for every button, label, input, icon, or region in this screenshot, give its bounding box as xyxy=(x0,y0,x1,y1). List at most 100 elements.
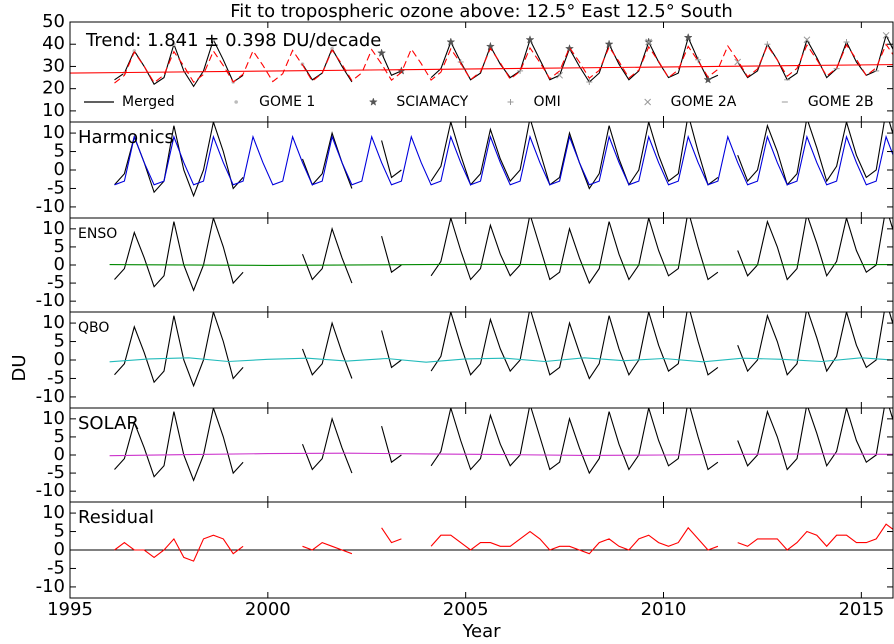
marker-dot xyxy=(211,37,216,42)
marker-star xyxy=(525,35,535,44)
y-tick-label: 20 xyxy=(42,78,65,99)
panel-label: SOLAR xyxy=(78,413,139,434)
marker xyxy=(683,32,693,42)
x-tick-label: 2000 xyxy=(245,599,291,620)
marker xyxy=(645,38,653,46)
marker-dot xyxy=(330,46,334,51)
legend-label: SCIAMACY xyxy=(396,94,468,110)
y-tick-label: 0 xyxy=(54,159,65,180)
series-line xyxy=(70,64,893,74)
marker-dot xyxy=(132,49,137,53)
marker xyxy=(132,49,137,53)
y-tick-label: 40 xyxy=(42,33,65,54)
panel-label: Harmonics xyxy=(78,127,174,148)
y-tick-label: -5 xyxy=(47,367,65,388)
marker-stroke xyxy=(882,31,890,39)
marker xyxy=(368,97,378,106)
y-tick-label: -10 xyxy=(36,290,65,311)
legend-label: GOME 1 xyxy=(259,94,315,110)
y-tick-label: 0 xyxy=(54,349,65,370)
marker xyxy=(556,71,563,79)
marker xyxy=(882,31,890,39)
plot-layer xyxy=(109,408,893,482)
x-tick-label: 2015 xyxy=(838,599,884,620)
y-tick-label: 5 xyxy=(54,331,65,352)
marker xyxy=(446,37,456,46)
plot-layer xyxy=(109,312,893,388)
marker-stroke xyxy=(644,98,652,106)
marker xyxy=(644,98,652,106)
y-tick-label: 10 xyxy=(42,218,65,239)
plot-layer xyxy=(109,218,893,292)
y-tick-label: -5 xyxy=(47,462,65,483)
marker-star xyxy=(703,75,713,84)
marker-star xyxy=(377,48,387,57)
series-line xyxy=(114,408,893,482)
chart-title: Fit to tropospheric ozone above: 12.5° E… xyxy=(230,1,733,22)
plot-layer xyxy=(70,31,893,88)
marker xyxy=(525,35,535,44)
marker-star xyxy=(368,97,378,106)
series-line xyxy=(114,523,893,562)
marker xyxy=(234,100,238,104)
series-line xyxy=(109,263,893,266)
y-tick-label: -10 xyxy=(36,196,65,217)
x-tick-label: 1995 xyxy=(47,599,93,620)
marker xyxy=(330,46,334,51)
panel-label: QBO xyxy=(78,320,109,336)
y-tick-label: 5 xyxy=(54,141,65,162)
marker-dot xyxy=(234,100,238,104)
marker-star xyxy=(683,32,693,42)
x-tick-label: 2005 xyxy=(443,599,489,620)
marker-star xyxy=(604,39,614,49)
y-tick-label: 30 xyxy=(42,55,65,76)
marker xyxy=(507,99,514,105)
marker-stroke xyxy=(556,71,563,79)
y-tick-label: 10 xyxy=(42,100,65,121)
marker xyxy=(564,43,575,53)
trend-annotation: Trend: 1.841 ± 0.398 DU/decade xyxy=(85,30,381,51)
marker xyxy=(172,42,176,47)
y-tick-label: 10 xyxy=(42,312,65,333)
x-tick-label: 2010 xyxy=(641,599,687,620)
series-line xyxy=(114,122,893,198)
marker xyxy=(764,41,771,48)
marker xyxy=(803,36,811,44)
y-tick-label: -5 xyxy=(47,272,65,293)
y-tick-label: 0 xyxy=(54,254,65,275)
y-tick-label: 5 xyxy=(54,426,65,447)
marker xyxy=(695,56,702,63)
series-line xyxy=(114,218,893,292)
x-axis-label: Year xyxy=(461,621,501,642)
legend-label: GOME 2A xyxy=(671,94,737,110)
y-tick-label: -5 xyxy=(47,177,65,198)
marker xyxy=(604,39,614,49)
y-tick-label: 10 xyxy=(42,502,65,523)
y-tick-label: 0 xyxy=(54,539,65,560)
panel-label: Residual xyxy=(78,507,154,528)
marker xyxy=(703,75,713,84)
legend-label: Merged xyxy=(122,94,175,110)
marker xyxy=(586,79,593,85)
marker xyxy=(211,37,216,42)
y-tick-label: 10 xyxy=(42,408,65,429)
y-axis-label: DU xyxy=(9,354,30,381)
legend-label: GOME 2B xyxy=(808,94,874,110)
marker-star xyxy=(564,43,575,53)
plot-layer xyxy=(70,523,893,562)
series-line xyxy=(114,312,893,388)
y-tick-label: 10 xyxy=(42,122,65,143)
y-tick-label: -10 xyxy=(36,576,65,597)
legend-label: OMI xyxy=(534,94,561,110)
marker-stroke xyxy=(734,58,742,66)
marker xyxy=(377,48,387,57)
panel-label: ENSO xyxy=(78,226,117,242)
marker xyxy=(734,58,742,66)
y-tick-label: 5 xyxy=(54,521,65,542)
y-tick-label: 5 xyxy=(54,236,65,257)
series-line xyxy=(109,357,893,363)
y-tick-label: -10 xyxy=(36,480,65,501)
marker-dot xyxy=(172,42,176,47)
marker-stroke xyxy=(803,36,811,44)
